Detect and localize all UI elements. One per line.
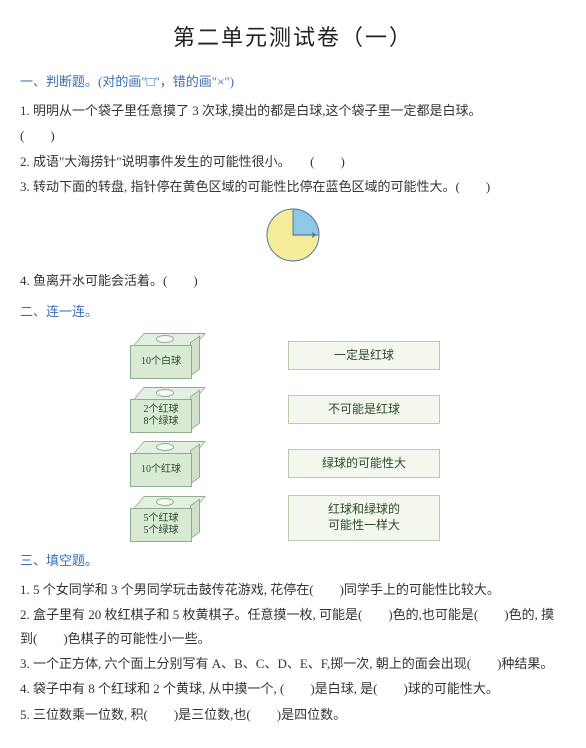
cube-2: 2个红球 8个绿球 [130,387,198,431]
cube-1: 10个白球 [130,333,198,377]
q1-1-line1: 1. 明明从一个袋子里任意摸了 3 次球,摸出的都是白球,这个袋子里一定都是白球… [20,99,566,122]
pie-chart [20,205,566,265]
q1-4: 4. 鱼离开水可能会活着。( ) [20,269,566,292]
section-3-head: 三、填空题。 [20,549,566,572]
match-label-4: 红球和绿球的 可能性一样大 [288,495,440,540]
q1-2: 2. 成语"大海捞针"说明事件发生的可能性很小。 ( ) [20,150,566,173]
section-2-head: 二、连一连。 [20,300,566,323]
q3-4: 4. 袋子中有 8 个红球和 2 个黄球, 从中摸一个, ( )是白球, 是( … [20,677,566,700]
q1-1-line2: ( ) [20,124,566,147]
cube-3-label: 10个红球 [141,464,181,476]
match-label-4a: 红球和绿球的 [328,502,400,516]
q3-3: 3. 一个正方体, 六个面上分别写有 A、B、C、D、E、F,掷一次, 朝上的面… [20,652,566,675]
q3-5: 5. 三位数乘一位数, 积( )是三位数,也( )是四位数。 [20,703,566,726]
cube-2-label-a: 2个红球 [144,404,179,416]
cube-2-label-b: 8个绿球 [144,416,179,428]
match-label-3: 绿球的可能性大 [288,449,440,479]
match-area: 10个白球 一定是红球 2个红球 8个绿球 不可能是红球 [130,333,566,540]
match-label-1: 一定是红球 [288,341,440,371]
page: 第二单元测试卷（一） 一、判断题。(对的画"□"，错的画"×") 1. 明明从一… [0,0,586,748]
match-label-2: 不可能是红球 [288,395,440,425]
cube-4: 5个红球 5个绿球 [130,496,198,540]
match-row-2: 2个红球 8个绿球 不可能是红球 [130,387,566,431]
match-row-1: 10个白球 一定是红球 [130,333,566,377]
q3-1: 1. 5 个女同学和 3 个男同学玩击鼓传花游戏, 花停在( )同学手上的可能性… [20,578,566,601]
q3-2: 2. 盒子里有 20 枚红棋子和 5 枚黄棋子。任意摸一枚, 可能是( )色的,… [20,603,566,650]
cube-3: 10个红球 [130,441,198,485]
page-title: 第二单元测试卷（一） [20,18,566,58]
match-row-3: 10个红球 绿球的可能性大 [130,441,566,485]
cube-1-label: 10个白球 [141,356,181,368]
match-label-4b: 可能性一样大 [328,518,400,532]
cube-4-label-a: 5个红球 [144,513,179,525]
match-row-4: 5个红球 5个绿球 红球和绿球的 可能性一样大 [130,495,566,540]
cube-4-label-b: 5个绿球 [144,525,179,537]
q1-3: 3. 转动下面的转盘, 指针停在黄色区域的可能性比停在蓝色区域的可能性大。( ) [20,175,566,198]
section-1-head: 一、判断题。(对的画"□"，错的画"×") [20,70,566,93]
